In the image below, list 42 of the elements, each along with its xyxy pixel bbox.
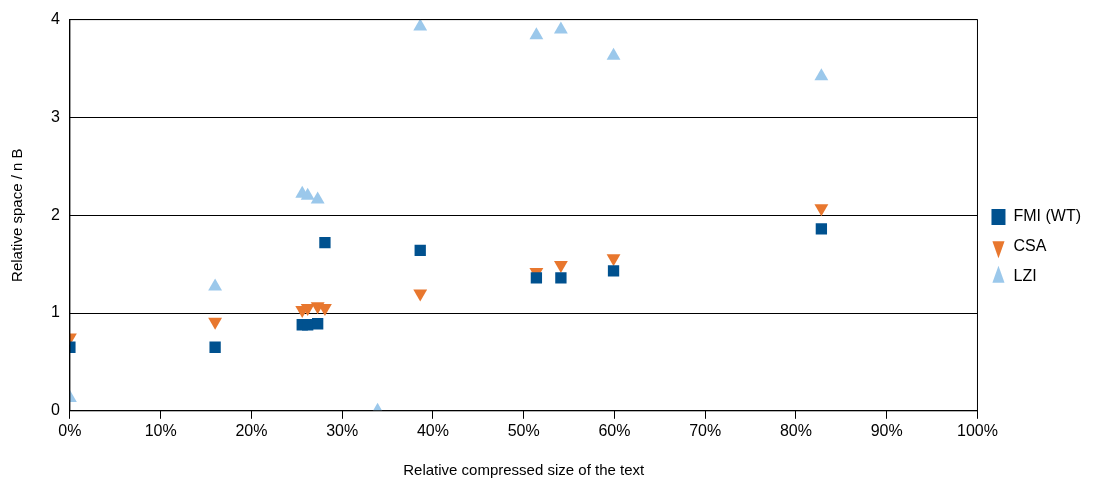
- x-tick-label: 30%: [326, 421, 359, 439]
- y-tick-label: 4: [50, 10, 60, 28]
- point: [300, 187, 315, 200]
- x-tick-label: 60%: [598, 421, 631, 439]
- x-axis-title: Relative compressed size of the text: [403, 461, 645, 479]
- point: [208, 317, 223, 330]
- x-tick-label: 20%: [235, 421, 268, 439]
- point: [815, 223, 828, 235]
- point: [555, 272, 567, 284]
- x-tick-label: 40%: [416, 421, 449, 439]
- point: [413, 19, 428, 31]
- point: [553, 261, 568, 274]
- point: [607, 265, 620, 277]
- y-tick-label: 0: [50, 401, 60, 419]
- point: [300, 304, 315, 317]
- y-tick-label: 1: [50, 303, 60, 321]
- point: [606, 47, 621, 60]
- point: [814, 68, 829, 81]
- legend-label: LZI: [1013, 267, 1037, 285]
- point: [310, 191, 325, 204]
- x-tick-label: 0%: [58, 421, 82, 439]
- legend-label: FMI (WT): [1013, 207, 1082, 225]
- x-tick-label: 70%: [689, 421, 722, 439]
- point: [530, 272, 543, 284]
- x-tick-label: 100%: [957, 421, 998, 439]
- x-tick-label: 90%: [870, 421, 903, 439]
- legend-label: CSA: [1013, 237, 1047, 255]
- point: [209, 341, 221, 353]
- point: [312, 318, 324, 330]
- point: [414, 244, 426, 257]
- point: [553, 21, 568, 34]
- x-tick-label: 50%: [507, 421, 540, 439]
- point: [529, 27, 544, 40]
- point: [413, 289, 428, 302]
- y-tick-label: 2: [50, 205, 60, 223]
- x-tick-label: 80%: [779, 421, 812, 439]
- point: [318, 304, 332, 317]
- x-tick-label: 10%: [144, 421, 177, 439]
- y-axis-title: Relative space / n B: [8, 148, 26, 282]
- point: [319, 236, 331, 249]
- point: [606, 254, 621, 267]
- y-tick-label: 3: [50, 107, 60, 125]
